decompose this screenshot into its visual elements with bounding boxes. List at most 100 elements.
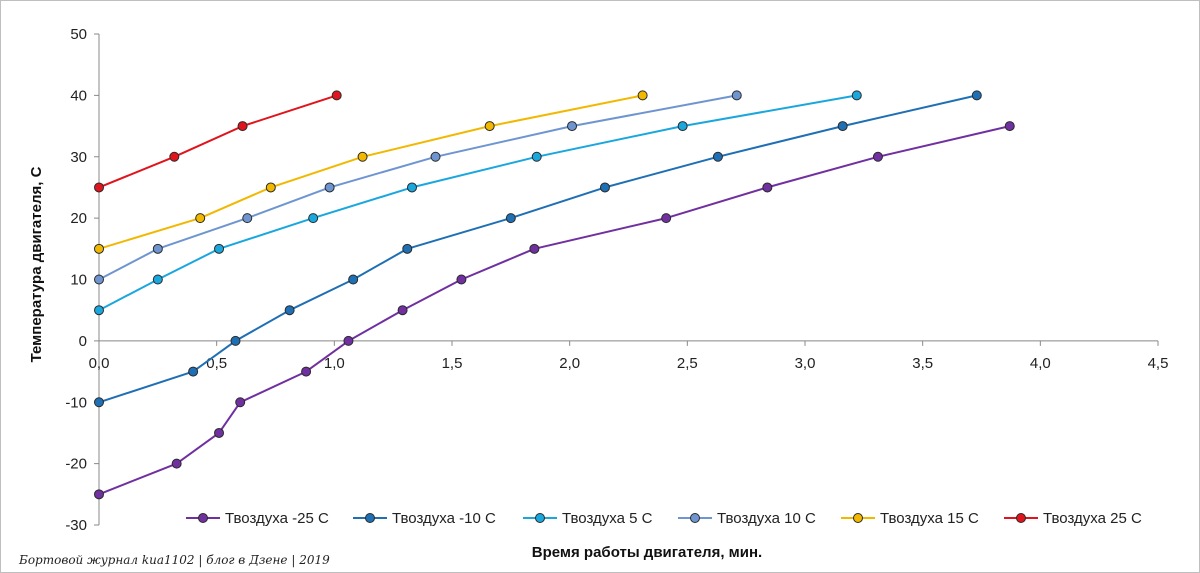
data-point [567,121,578,132]
data-point [599,182,610,193]
data-point [402,243,413,254]
data-point [214,243,225,254]
series-line [98,125,1010,496]
legend-swatch-marker [535,513,545,523]
legend-item: Твоздуха 5 С [523,510,653,527]
x-tick-label: 2,0 [559,355,580,372]
data-point [331,90,342,101]
data-point [284,305,295,316]
data-point [531,151,542,162]
data-point [731,90,742,101]
data-point [188,366,199,377]
y-tick-label: 50 [70,26,87,43]
watermark-text: Бортовой журнал kиа1102 | блог в Дзене |… [18,553,330,567]
data-point [237,121,248,132]
legend-label: Твоздуха 15 С [880,510,979,527]
data-point [230,335,241,346]
series-line [98,94,857,312]
series-layer [94,90,1015,500]
legend-label: Твоздуха -25 С [225,510,329,527]
data-point [677,121,688,132]
y-tick-label: -30 [65,517,87,534]
y-tick-label: 30 [70,149,87,166]
legend-item: Твоздуха -10 С [353,510,496,527]
data-point [195,213,206,224]
y-axis: 50 40 30 20 10 0 -10 -20 -30 [65,26,100,534]
data-point [171,458,182,469]
data-point [406,182,417,193]
legend-swatch-marker [853,513,863,523]
legend: Твоздуха -25 С Твоздуха -10 С Твоздуха 5 С… [186,510,1142,527]
data-point [235,397,246,408]
data-point [94,182,104,193]
y-tick-label: -10 [65,394,87,411]
series-group [94,90,982,408]
legend-swatch-marker [690,513,700,523]
data-point [214,427,225,438]
y-tick-label: 20 [70,210,87,227]
x-tick-label: 0,0 [89,355,110,372]
series-group [94,90,342,193]
legend-label: Твоздуха -10 С [392,510,496,527]
y-axis-title: Температура двигателя, С [28,166,45,362]
data-point [308,213,319,224]
data-point [529,243,540,254]
data-point [169,151,180,162]
x-tick-label: 0,5 [206,355,227,372]
data-point [357,151,368,162]
legend-swatch-marker [365,513,375,523]
data-point [762,182,773,193]
x-tick-label: 1,0 [324,355,345,372]
data-point [1004,121,1015,132]
legend-item: Твоздуха 25 С [1004,510,1142,527]
series-group [94,90,648,254]
legend-label: Твоздуха 10 С [717,510,816,527]
legend-swatch-marker [198,513,208,523]
data-point [484,121,495,132]
legend-label: Твоздуха 5 С [562,510,653,527]
data-point [324,182,335,193]
legend-swatch-marker [1016,513,1026,523]
data-point [456,274,467,285]
legend-label: Твоздуха 25 С [1043,510,1142,527]
series-group [94,121,1015,500]
data-point [94,397,104,408]
data-point [94,274,104,285]
data-point [348,274,359,285]
x-tick-label: 2,5 [677,355,698,372]
data-point [637,90,648,101]
y-tick-label: 40 [70,87,87,104]
x-tick-label: 3,5 [912,355,933,372]
series-line [98,94,737,281]
data-point [343,335,354,346]
x-tick-label: 4,0 [1030,355,1051,372]
data-point [152,274,163,285]
data-point [94,243,104,254]
y-tick-label: 0 [79,333,87,350]
series-group [94,90,742,285]
data-point [242,213,253,224]
data-point [661,213,672,224]
series-group [94,90,862,316]
data-point [851,90,862,101]
legend-item: Твоздуха -25 С [186,510,329,527]
data-point [265,182,276,193]
legend-item: Твоздуха 15 С [841,510,979,527]
data-point [152,243,163,254]
data-point [505,213,516,224]
series-line [98,94,643,250]
legend-item: Твоздуха 10 С [678,510,816,527]
x-tick-label: 4,5 [1148,355,1169,372]
y-tick-label: 10 [70,272,87,289]
y-tick-label: -20 [65,456,87,473]
series-line [98,94,338,189]
data-point [872,151,883,162]
x-axis: 0,0 0,5 1,0 1,5 2,0 2,5 3,0 3,5 4,0 4,5 [89,340,1169,372]
data-point [397,305,408,316]
x-tick-label: 3,0 [795,355,816,372]
data-point [301,366,312,377]
x-tick-label: 1,5 [442,355,463,372]
data-point [712,151,723,162]
